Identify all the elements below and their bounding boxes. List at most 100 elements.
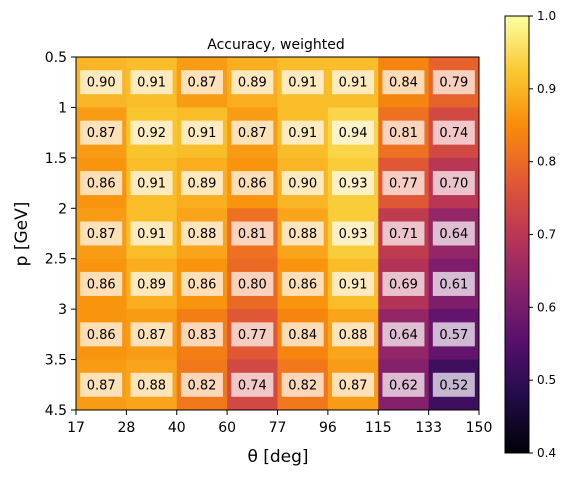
cell-label-box	[432, 271, 475, 296]
cell-value-label: 0.86	[87, 277, 116, 292]
cell-value-label: 0.61	[439, 277, 468, 292]
cell-value-label: 0.52	[439, 378, 468, 393]
cell-label-box	[130, 171, 173, 196]
cell-label-box	[332, 171, 375, 196]
cell-label-box	[130, 372, 173, 397]
cell-label-box	[80, 120, 123, 145]
cell-label-box	[180, 271, 223, 296]
cell-value-label: 0.91	[288, 76, 317, 91]
cell-label-box	[382, 322, 425, 347]
x-tick-label: 28	[117, 420, 135, 436]
cell-value-label: 0.89	[137, 277, 166, 292]
x-tick-label: 150	[466, 420, 493, 436]
cell-value-label: 0.62	[389, 378, 418, 393]
cell-label-box	[80, 70, 123, 95]
cell-value-label: 0.88	[187, 227, 216, 242]
cell-value-label: 0.89	[238, 76, 267, 91]
cell-label-box	[432, 70, 475, 95]
cell-value-label: 0.86	[87, 328, 116, 343]
cell-value-label: 0.77	[238, 328, 267, 343]
cell-value-label: 0.91	[137, 76, 166, 91]
cell-label-box	[231, 322, 274, 347]
cell-value-label: 0.93	[339, 227, 368, 242]
y-tick-label: 0.5	[45, 50, 67, 66]
cell-label-box	[231, 120, 274, 145]
cell-value-label: 0.86	[87, 177, 116, 192]
cell-label-box	[432, 221, 475, 246]
cell-label-box	[432, 372, 475, 397]
cell-value-label: 0.86	[288, 277, 317, 292]
cell-value-label: 0.71	[389, 227, 418, 242]
y-tick-label: 2	[58, 201, 67, 217]
cell-value-label: 0.87	[137, 328, 166, 343]
cell-label-box	[332, 120, 375, 145]
cell-value-label: 0.87	[87, 378, 116, 393]
colorbar-tick-label: 1.0	[537, 9, 556, 23]
colorbar-ticks: 0.4 0.5 0.6 0.7 0.8 0.9 1.0	[529, 9, 556, 460]
cell-value-label: 0.79	[439, 76, 468, 91]
cell-value-label: 0.64	[389, 328, 418, 343]
cell-label-box	[231, 171, 274, 196]
x-tick-label: 40	[168, 420, 186, 436]
cell-label-box	[130, 322, 173, 347]
cell-value-label: 0.91	[137, 177, 166, 192]
colorbar-tick-label: 0.5	[537, 373, 556, 387]
cell-label-box	[281, 171, 324, 196]
chart-title: Accuracy, weighted	[207, 37, 345, 53]
cell-value-label: 0.77	[389, 177, 418, 192]
cell-label-box	[231, 372, 274, 397]
cell-value-label: 0.70	[439, 177, 468, 192]
cell-value-label: 0.74	[439, 126, 468, 141]
colorbar	[504, 15, 530, 454]
cell-label-box	[80, 271, 123, 296]
colorbar-tick-label: 0.6	[537, 300, 556, 314]
cell-label-box	[281, 70, 324, 95]
cell-value-label: 0.81	[238, 227, 267, 242]
cell-label-box	[180, 322, 223, 347]
cell-value-label: 0.91	[137, 227, 166, 242]
y-axis-label: p [GeV]	[12, 202, 32, 267]
cell-label-box	[382, 372, 425, 397]
cell-label-box	[80, 372, 123, 397]
cell-value-label: 0.92	[137, 126, 166, 141]
cell-value-label: 0.83	[187, 328, 216, 343]
cell-value-label: 0.91	[339, 76, 368, 91]
cell-value-label: 0.88	[288, 227, 317, 242]
x-tick-label: 133	[415, 420, 442, 436]
cell-label-box	[80, 221, 123, 246]
cell-label-box	[332, 322, 375, 347]
cell-label-box	[432, 171, 475, 196]
cell-label-box	[432, 120, 475, 145]
x-tick-label: 115	[365, 420, 392, 436]
x-tick-label: 17	[67, 420, 85, 436]
cell-label-box	[432, 322, 475, 347]
cell-label-box	[180, 221, 223, 246]
cell-value-label: 0.91	[339, 277, 368, 292]
cell-label-box	[130, 221, 173, 246]
cell-label-box	[332, 70, 375, 95]
cell-value-label: 0.74	[238, 378, 267, 393]
cell-value-label: 0.90	[288, 177, 317, 192]
cell-labels: 0.90 0.91 0.87 0.89 0.91 0.91 0.84 0.79 0.87 0.92…	[80, 70, 475, 397]
cell-value-label: 0.87	[238, 126, 267, 141]
x-axis-ticks: 17 28 40 60 77 96 115 133 150	[67, 410, 492, 436]
colorbar-tick-label: 0.8	[537, 155, 556, 169]
colorbar-tick-label: 0.7	[537, 228, 556, 242]
x-tick-label: 96	[319, 420, 337, 436]
y-tick-label: 3.5	[45, 353, 67, 369]
y-tick-label: 3	[58, 302, 67, 318]
cell-label-box	[382, 221, 425, 246]
cell-label-box	[281, 120, 324, 145]
cell-label-box	[80, 171, 123, 196]
cell-label-box	[281, 322, 324, 347]
cell-label-box	[130, 70, 173, 95]
x-tick-label: 77	[269, 420, 287, 436]
cell-label-box	[382, 171, 425, 196]
cell-label-box	[180, 120, 223, 145]
cell-value-label: 0.82	[288, 378, 317, 393]
colorbar-tick-label: 0.9	[537, 82, 556, 96]
cell-value-label: 0.88	[137, 378, 166, 393]
cell-label-box	[281, 221, 324, 246]
cell-label-box	[80, 322, 123, 347]
